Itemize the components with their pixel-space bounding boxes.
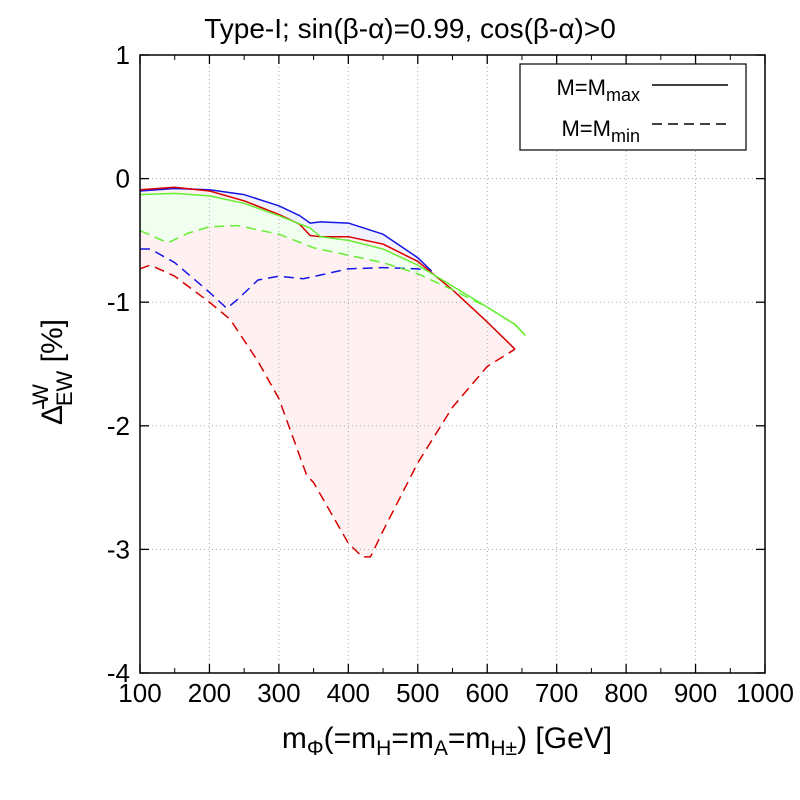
ticks-layer: 100 200 300 400 500 600 700 800 900 1000 -4 -3 -2 -1 0…	[107, 40, 794, 708]
y-tick-label--3: -3	[107, 534, 130, 564]
y-tick-label--4: -4	[107, 658, 130, 688]
series-blue-m-mmax	[139, 187, 433, 272]
y-tick-label--2: -2	[107, 411, 130, 441]
series-green-m-mmin	[139, 224, 526, 337]
grid-layer	[140, 55, 765, 673]
series-layer	[139, 186, 526, 558]
y-axis-label: Δ̄WEW [%]	[28, 319, 77, 425]
legend-label-max: M=Mmax	[556, 75, 640, 105]
chart-title: Type-I; sin(β-α)=0.99, cos(β-α)>0	[204, 13, 616, 44]
y-tick-label--1: -1	[107, 287, 130, 317]
series-blue-m-mmin	[140, 248, 432, 310]
svg-text:Δ̄WEW [%]: Δ̄WEW [%]	[28, 319, 77, 425]
legend: M=Mmax M=Mmin	[519, 63, 747, 151]
x-tick-label-700: 700	[535, 678, 578, 708]
bands-layer	[140, 187, 526, 557]
y-tick-label-1: 1	[116, 40, 130, 70]
legend-box	[519, 63, 747, 151]
x-tick-label-400: 400	[327, 678, 370, 708]
y-tick-label-0: 0	[116, 164, 130, 194]
x-tick-label-800: 800	[604, 678, 647, 708]
x-tick-label-600: 600	[466, 678, 509, 708]
x-tick-label-900: 900	[674, 678, 717, 708]
series-red-m-mmin	[139, 264, 516, 558]
red-band	[140, 187, 515, 557]
x-axis-label: mΦ(=mH=mA=mH±) [GeV]	[282, 722, 612, 760]
legend-label-min: M=Mmin	[561, 116, 640, 146]
x-tick-label-100: 100	[118, 678, 161, 708]
x-tick-label-1000: 1000	[736, 678, 794, 708]
x-tick-label-200: 200	[188, 678, 231, 708]
series-red-m-mmax	[139, 186, 516, 350]
x-tick-label-300: 300	[257, 678, 300, 708]
x-tick-label-500: 500	[396, 678, 439, 708]
green-band	[140, 193, 526, 336]
